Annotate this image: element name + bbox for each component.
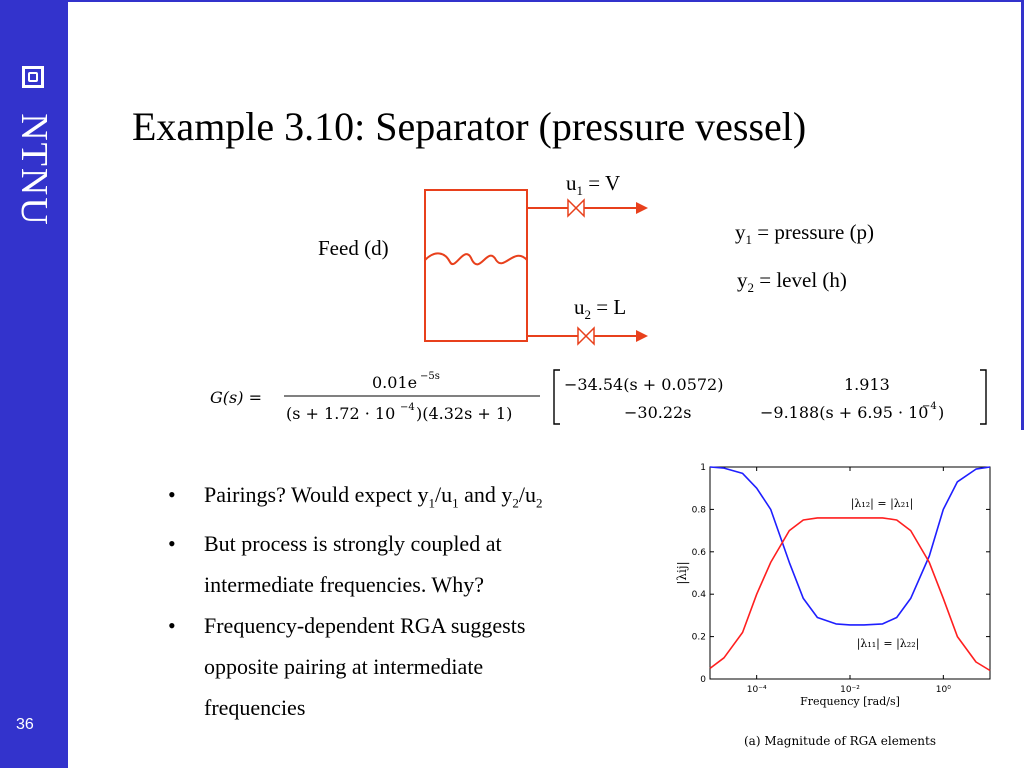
bullet-pairings: • Pairings? Would expect y1/u1 and y2/u2: [168, 482, 543, 511]
annotation-lambda12: |λ₁₂| = |λ₂₁|: [851, 497, 914, 511]
y-tick-label: 0.4: [692, 590, 707, 600]
ntnu-logo-icon: [22, 66, 44, 88]
valve-bottom-icon: [577, 326, 588, 346]
bullet-list: • Pairings? Would expect y1/u1 and y2/u2 …: [168, 474, 658, 728]
y-tick-label: 0.2: [692, 633, 706, 643]
liquid-level: [424, 252, 528, 266]
matrix-22-tail: ): [938, 403, 944, 422]
x-tick-label: 10⁻²: [840, 685, 860, 695]
y1-label: y1 = pressure (p): [735, 220, 875, 248]
y-axis-label: |λij|: [675, 561, 689, 584]
y2-label: y2 = level (h): [737, 268, 847, 296]
right-border: [1021, 0, 1024, 430]
separator-diagram: [424, 189, 648, 346]
u1-label: u1 = V: [566, 171, 621, 199]
slide-title: Example 3.10: Separator (pressure vessel…: [132, 104, 807, 149]
vessel: [424, 189, 528, 342]
eq-denominator-exp: −4: [400, 402, 415, 413]
u2-label: u2 = L: [574, 295, 627, 323]
eq-lhs: G(s) =: [210, 388, 262, 407]
brand-wordmark: NTNU: [13, 113, 55, 227]
y-tick-label: 1: [700, 463, 706, 473]
chart-caption: (a) Magnitude of RGA elements: [744, 734, 936, 748]
bullet-rga: • Frequency-dependent RGA suggests opposit…: [168, 613, 526, 721]
annotation-lambda11: |λ₁₁| = |λ₂₂|: [857, 637, 920, 651]
sidebar: NTNU 36: [0, 0, 68, 768]
matrix-12: 1.913: [844, 375, 890, 394]
page-number: 36: [16, 716, 34, 733]
x-axis-label: Frequency [rad/s]: [800, 695, 900, 708]
x-tick-label: 10⁻⁴: [747, 685, 767, 695]
matrix-11: −34.54(s + 0.0572): [564, 375, 723, 394]
feed-label: Feed (d): [318, 236, 389, 260]
transfer-function-equation: G(s) = 0.01e −5s (s + 1.72 · 10 −4 )(4.3…: [210, 369, 987, 425]
matrix-21: −30.22s: [624, 403, 691, 422]
eq-numerator: 0.01e: [372, 373, 417, 392]
matrix-22-exp: −4: [922, 401, 937, 412]
y-tick-label: 0.6: [692, 548, 707, 558]
eq-denominator-tail: )(4.32s + 1): [416, 404, 512, 423]
rga-chart-panel: 0 0.2 0.4 0.6 0.8 1 10⁻⁴ 10⁻² 10⁰ Frequency [rad/…: [660, 455, 1022, 768]
arrow-top: [636, 202, 648, 214]
arrow-bottom: [636, 330, 648, 342]
bullet-coupling: • But process is strongly coupled at inter…: [168, 531, 502, 598]
matrix-22: −9.188(s + 6.95 · 10: [760, 403, 928, 422]
x-tick-label: 10⁰: [936, 685, 951, 695]
eq-numerator-exp: −5s: [420, 371, 440, 382]
y-tick-label: 0.8: [692, 505, 707, 515]
valve-top-icon: [567, 198, 578, 218]
rga-chart: 0 0.2 0.4 0.6 0.8 1 10⁻⁴ 10⁻² 10⁰ Frequency [rad/…: [675, 463, 991, 748]
series-2-line: [709, 517, 991, 672]
series-1-line: [709, 466, 991, 626]
eq-denominator: (s + 1.72 · 10: [286, 404, 395, 423]
y-tick-label: 0: [700, 675, 706, 685]
top-border: [68, 0, 1024, 2]
